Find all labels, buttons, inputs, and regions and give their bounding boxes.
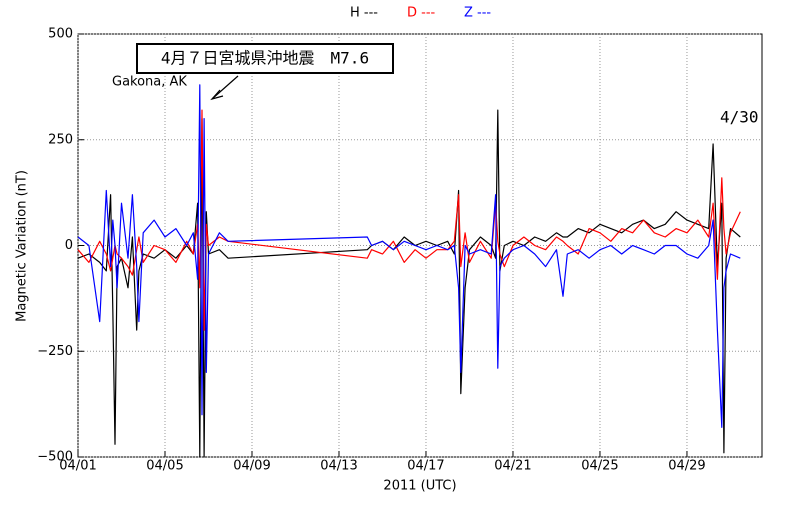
x-tick-label: 04/17 xyxy=(407,459,444,474)
y-axis-label: Magnetic Variation (nT) xyxy=(15,170,30,322)
annotation-date: 4/30 xyxy=(720,108,759,127)
annotation-station: Gakona, AK xyxy=(112,75,187,90)
x-tick-label: 04/09 xyxy=(233,459,270,474)
x-tick-label: 04/21 xyxy=(494,459,531,474)
x-tick-label: 04/05 xyxy=(146,459,183,474)
y-tick-label: −250 xyxy=(37,344,73,359)
y-tick-label: −500 xyxy=(37,450,73,465)
legend-entry: Z --- xyxy=(464,6,491,21)
x-tick-label: 04/01 xyxy=(59,459,96,474)
x-tick-label: 04/13 xyxy=(320,459,357,474)
y-tick-label: 0 xyxy=(65,238,73,253)
legend: H --- D --- Z --- xyxy=(350,6,491,21)
legend-entry: D --- xyxy=(407,6,436,21)
arrow xyxy=(211,75,239,100)
series-line xyxy=(77,84,741,428)
x-tick-label: 04/25 xyxy=(581,459,618,474)
x-tick-label: 04/29 xyxy=(668,459,705,474)
y-tick-label: 250 xyxy=(48,132,73,147)
arrow-head xyxy=(210,89,224,101)
annotation-event: 4月７日宮城県沖地震 M7.6 xyxy=(161,49,369,68)
y-tick-label: 500 xyxy=(48,27,73,42)
x-axis-label: 2011 (UTC) xyxy=(383,479,456,494)
legend-entry: H --- xyxy=(350,6,378,21)
series-line xyxy=(77,109,741,331)
annotation-box xyxy=(136,43,394,74)
